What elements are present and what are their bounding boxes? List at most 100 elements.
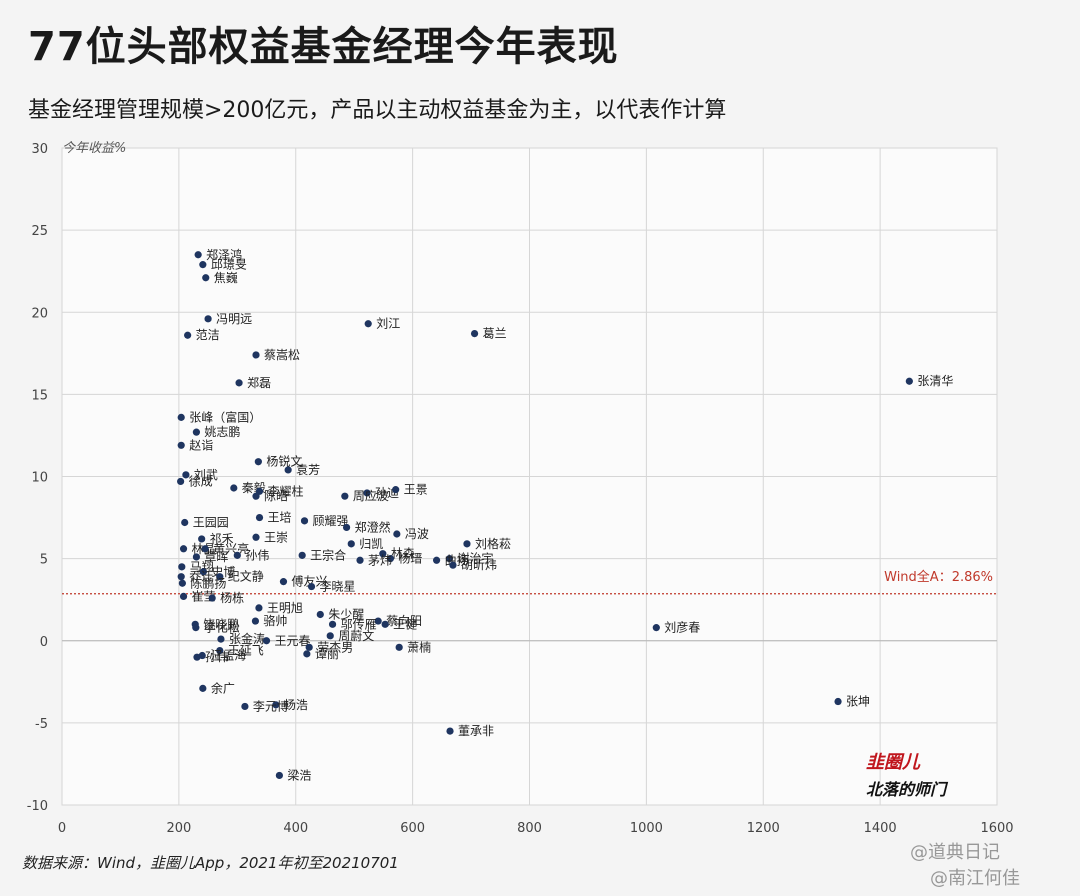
data-point xyxy=(177,477,185,486)
x-tick-label: 0 xyxy=(58,821,66,836)
point-label: 纪文静 xyxy=(228,569,264,584)
point-label: 饶晓鹏 xyxy=(203,617,239,631)
data-point xyxy=(235,379,243,387)
data-point xyxy=(470,330,479,338)
data-point xyxy=(179,592,188,601)
point-label: 林森 xyxy=(391,546,415,561)
y-tick-label: 10 xyxy=(31,471,48,486)
data-point xyxy=(395,643,403,651)
data-point xyxy=(192,624,200,632)
data-point xyxy=(181,518,189,527)
data-point xyxy=(230,484,238,492)
data-point xyxy=(298,551,306,559)
data-point xyxy=(279,578,288,586)
grid xyxy=(61,147,998,806)
point-label: 张坤 xyxy=(846,694,870,709)
data-point xyxy=(201,545,209,553)
y-tick-label: 5 xyxy=(40,553,48,568)
point-label: 王健 xyxy=(393,617,417,631)
point-label: 杨浩 xyxy=(284,697,308,712)
point-label: 王宗合 xyxy=(310,547,346,562)
point-label: 王延飞 xyxy=(228,644,264,658)
point-label: 刘武 xyxy=(194,468,218,482)
point-label: 骆帅 xyxy=(263,613,287,628)
data-point xyxy=(192,428,201,436)
point-label: 余广 xyxy=(211,680,235,695)
point-label: 孙伟 xyxy=(205,650,229,664)
point-label: 顾耀强 xyxy=(313,514,349,528)
point-label: 王崇 xyxy=(264,530,288,544)
reference-line-group: Wind全A：2.86% xyxy=(62,569,997,595)
data-point xyxy=(449,561,457,569)
x-tick-label: 1000 xyxy=(630,821,663,836)
x-tick-label: 1200 xyxy=(747,821,780,836)
page-subtitle: 基金经理管理规模>200亿元，产品以主动权益基金为主，以代表作计算 xyxy=(28,98,727,123)
point-label: 萧楠 xyxy=(407,639,431,654)
y-axis-label: 今年收益% xyxy=(62,140,126,156)
point-label: 谢治宇 xyxy=(457,551,493,566)
point-label: 范洁 xyxy=(196,328,220,342)
point-label: 王培 xyxy=(268,510,292,525)
data-point xyxy=(199,684,207,692)
point-label: 孙伟 xyxy=(245,548,269,562)
point-label: 汪孟海 xyxy=(210,648,246,663)
point-label: 王元春 xyxy=(275,634,311,648)
data-point xyxy=(192,553,201,561)
point-label: 周蔚文 xyxy=(338,628,374,643)
point-label: 董承非 xyxy=(458,724,494,738)
point-label: 王明旭 xyxy=(267,601,303,615)
point-label: 章晖 xyxy=(204,549,228,564)
point-label: 茅炜 xyxy=(368,553,392,567)
data-point xyxy=(217,635,225,643)
point-label: 张峰（富国） xyxy=(189,409,261,424)
data-point xyxy=(182,471,190,479)
point-label: 陈鹏扬 xyxy=(190,575,226,590)
point-label: 劳杰男 xyxy=(317,640,353,654)
data-point xyxy=(216,647,224,655)
data-point xyxy=(652,624,660,632)
data-point xyxy=(177,573,185,581)
brand-logo-jiuquaner: 韭圈儿 xyxy=(866,752,920,773)
data-point xyxy=(356,556,364,564)
point-label: 祁禾 xyxy=(210,531,234,546)
data-point xyxy=(252,492,260,500)
data-point xyxy=(445,555,454,563)
point-label: 刘格菘 xyxy=(475,536,511,551)
point-label: 朱少醒 xyxy=(328,607,364,621)
point-label: 张金涛 xyxy=(229,631,265,646)
point-label: 傅友兴 xyxy=(291,575,327,589)
data-point xyxy=(204,315,212,323)
data-point xyxy=(300,517,309,525)
point-label: 葛兰 xyxy=(483,327,507,341)
reference-label: Wind全A：2.86% xyxy=(884,569,993,585)
point-label: 徐成 xyxy=(189,473,213,488)
data-point xyxy=(241,702,249,711)
point-label: 李化松 xyxy=(204,620,240,635)
data-point xyxy=(275,771,283,780)
data-point xyxy=(177,413,185,421)
data-point xyxy=(305,643,313,651)
point-label: 蔡嵩松 xyxy=(264,348,300,362)
point-label: 杨锐文 xyxy=(266,454,302,469)
point-label: 陈皓 xyxy=(264,488,288,503)
data-point xyxy=(252,533,260,541)
data-point xyxy=(905,377,913,385)
data-point xyxy=(177,441,185,449)
data-point xyxy=(381,620,389,628)
data-point xyxy=(364,320,372,328)
data-point xyxy=(179,545,188,553)
point-label: 杨瑨 xyxy=(398,551,422,566)
point-label: 赵诣 xyxy=(189,438,213,452)
point-label: 郑磊 xyxy=(247,375,271,390)
data-point xyxy=(341,492,349,500)
x-tick-label: 400 xyxy=(283,821,308,836)
data-point xyxy=(178,563,186,571)
point-label: 刘彦春 xyxy=(664,620,700,635)
point-label: 李元博 xyxy=(253,698,289,713)
point-label: 马翔 xyxy=(190,560,214,574)
point-label: 刘江 xyxy=(376,317,400,331)
x-tick-label: 1400 xyxy=(864,821,897,836)
x-tick-label: 600 xyxy=(400,821,425,836)
